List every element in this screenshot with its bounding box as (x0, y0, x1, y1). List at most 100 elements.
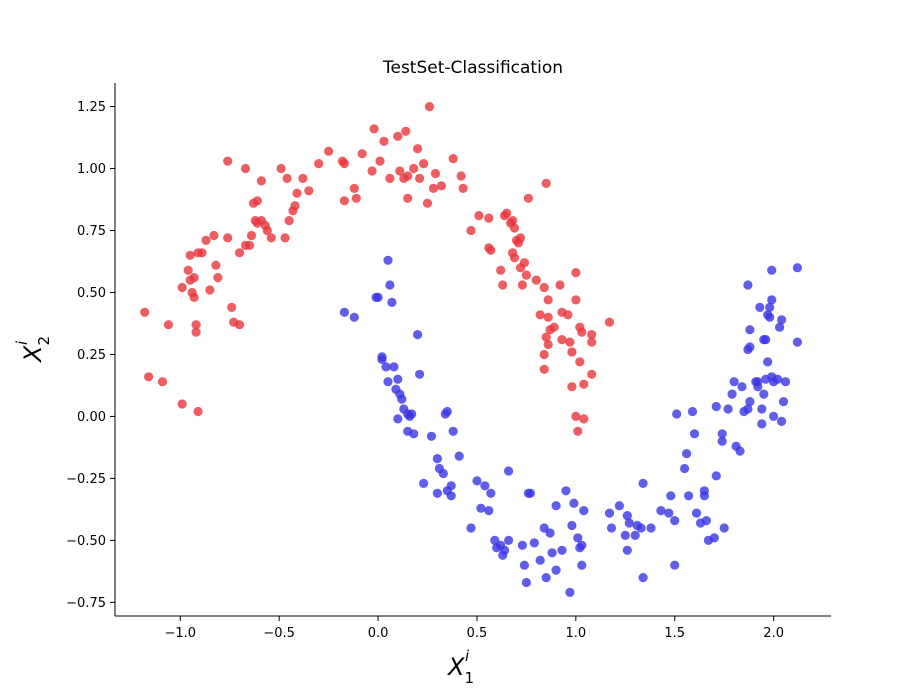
data-point (577, 327, 587, 337)
data-point (680, 463, 690, 474)
data-point (729, 377, 739, 387)
data-point (521, 270, 532, 280)
data-point (349, 312, 359, 322)
data-point (397, 394, 407, 404)
data-point (547, 548, 557, 558)
data-point (375, 156, 385, 166)
data-point (438, 468, 448, 479)
data-point (426, 431, 437, 441)
data-point (498, 280, 508, 290)
data-point (387, 297, 397, 307)
data-point (529, 538, 539, 548)
data-point (577, 540, 587, 550)
data-point (292, 188, 302, 198)
data-point (395, 166, 405, 176)
data-point (765, 312, 775, 322)
data-point (502, 208, 512, 218)
data-point (711, 401, 721, 412)
data-point (551, 565, 561, 575)
data-point (419, 478, 429, 488)
data-point (557, 335, 567, 345)
data-point (709, 533, 719, 543)
data-point (205, 285, 215, 295)
data-point (244, 240, 255, 250)
data-point (630, 530, 640, 541)
data-point (571, 295, 581, 305)
data-point (539, 349, 549, 360)
data-point (723, 404, 733, 414)
data-point (531, 275, 541, 285)
data-point (606, 523, 617, 533)
data-point (385, 173, 395, 183)
data-point (349, 183, 359, 193)
data-point (719, 523, 729, 533)
data-point (727, 389, 737, 399)
data-point (476, 503, 486, 513)
data-point (448, 154, 458, 164)
data-point (223, 233, 233, 243)
data-point (545, 528, 555, 538)
data-point (240, 163, 251, 174)
data-point (604, 317, 615, 327)
data-point (769, 411, 779, 421)
data-point (393, 374, 403, 384)
data-point (767, 265, 777, 275)
data-point (393, 414, 403, 424)
data-point (717, 436, 727, 446)
data-point (567, 520, 577, 531)
data-point (424, 102, 435, 112)
data-point (252, 196, 262, 206)
y-axis-label: X2i (13, 336, 53, 364)
data-point (409, 429, 419, 439)
data-point (571, 268, 581, 278)
data-point (379, 136, 389, 146)
data-point (757, 404, 767, 414)
data-point (256, 176, 266, 186)
data-point (381, 362, 391, 372)
data-point (472, 476, 482, 486)
plot-area (140, 102, 803, 598)
data-point (324, 146, 334, 156)
data-point (551, 501, 561, 511)
data-point (373, 292, 383, 302)
data-point (549, 322, 559, 332)
data-point (163, 320, 173, 330)
y-tick-label: 0.50 (77, 286, 106, 301)
data-point (579, 379, 589, 389)
data-point (525, 488, 536, 498)
data-point (745, 342, 755, 352)
data-point (541, 332, 551, 342)
data-point (223, 156, 233, 166)
data-point (745, 397, 755, 407)
data-point (393, 131, 403, 141)
data-point (177, 282, 187, 293)
data-point (557, 545, 567, 555)
data-point (670, 560, 680, 570)
data-point (778, 397, 789, 407)
data-point (792, 263, 803, 273)
data-point (484, 213, 494, 223)
chart-title: TestSet-Classification (382, 58, 563, 78)
data-point (792, 337, 803, 347)
data-point (183, 265, 193, 275)
data-point (413, 330, 423, 340)
data-point (521, 577, 532, 588)
data-point (209, 230, 219, 241)
data-point (767, 295, 777, 305)
data-point (775, 322, 785, 332)
y-tick-label: 0.25 (77, 348, 106, 363)
data-point (573, 533, 583, 543)
data-point (189, 292, 199, 302)
data-point (571, 411, 581, 421)
data-point (246, 230, 257, 241)
data-point (211, 260, 221, 270)
data-point (290, 201, 300, 211)
data-point (561, 486, 571, 496)
data-point (442, 406, 452, 417)
x-tick-label: −0.5 (263, 626, 295, 641)
data-point (401, 126, 411, 136)
data-point (486, 245, 496, 255)
data-point (624, 518, 634, 528)
data-point (519, 560, 530, 570)
